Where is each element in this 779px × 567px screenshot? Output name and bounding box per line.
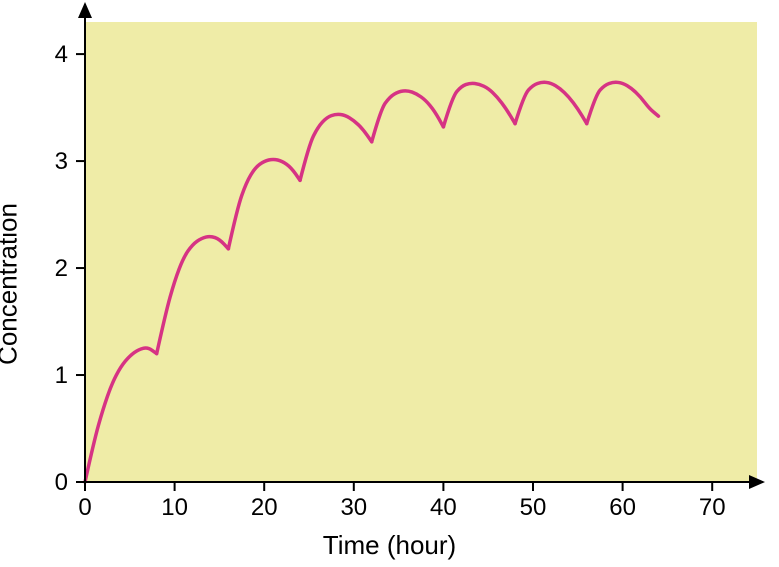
svg-text:40: 40 — [430, 494, 457, 521]
svg-text:30: 30 — [340, 494, 367, 521]
x-axis-label: Time (hour) — [0, 530, 779, 561]
svg-text:60: 60 — [609, 494, 636, 521]
svg-text:10: 10 — [161, 494, 188, 521]
concentration-time-chart: 0 10 20 30 40 50 60 70 0 1 2 3 4 Concentration Time … — [0, 0, 779, 567]
svg-text:20: 20 — [251, 494, 278, 521]
svg-text:1: 1 — [55, 362, 68, 389]
svg-text:50: 50 — [520, 494, 547, 521]
chart-svg: 0 10 20 30 40 50 60 70 0 1 2 3 4 — [0, 0, 779, 567]
svg-text:0: 0 — [55, 469, 68, 496]
svg-text:3: 3 — [55, 148, 68, 175]
svg-text:2: 2 — [55, 255, 68, 282]
svg-text:70: 70 — [699, 494, 726, 521]
svg-text:0: 0 — [78, 494, 91, 521]
y-axis-label: Concentration — [0, 203, 24, 365]
svg-text:4: 4 — [55, 41, 68, 68]
